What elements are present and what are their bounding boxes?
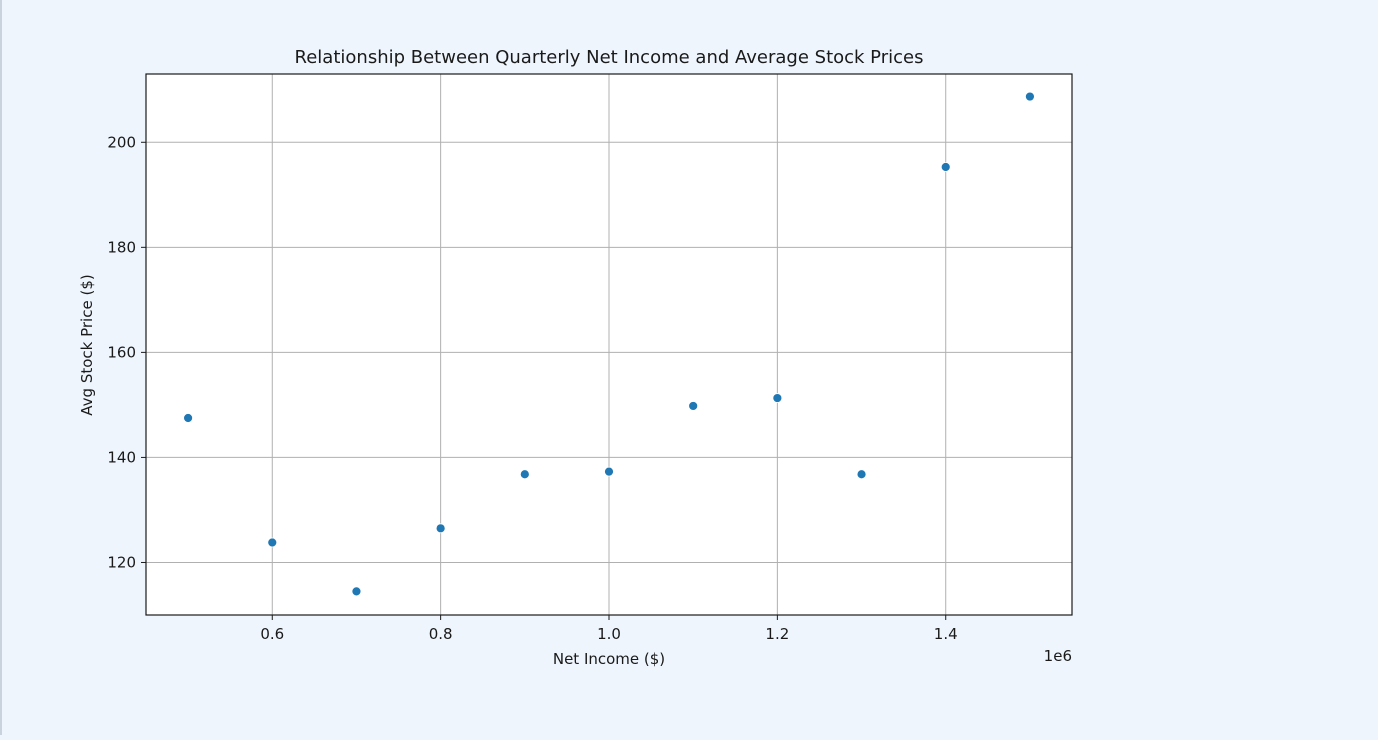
x-tick-label: 0.6 xyxy=(260,625,284,643)
chart-title: Relationship Between Quarterly Net Incom… xyxy=(295,47,924,68)
x-axis-ticks: 0.6 0.8 1.0 1.2 1.4 xyxy=(260,615,958,643)
x-tick-label: 1.0 xyxy=(597,625,621,643)
y-tick-label: 140 xyxy=(107,448,136,466)
x-tick-label: 1.4 xyxy=(934,625,958,643)
data-point xyxy=(856,469,867,480)
data-point xyxy=(183,413,193,423)
data-points xyxy=(183,91,1035,597)
data-point xyxy=(940,162,951,172)
window-edge xyxy=(0,0,2,735)
data-point xyxy=(604,466,614,477)
y-tick-label: 160 xyxy=(107,343,136,361)
data-point xyxy=(267,537,278,548)
y-axis-ticks: 120 140 160 180 200 xyxy=(107,133,146,571)
y-axis-label: Avg Stock Price ($) xyxy=(78,274,96,415)
x-tick-label: 0.8 xyxy=(429,625,453,643)
data-point xyxy=(519,469,530,480)
x-axis-label: Net Income ($) xyxy=(553,650,665,668)
data-point xyxy=(772,393,783,403)
y-tick-label: 120 xyxy=(107,553,136,571)
x-axis-offset-label: 1e6 xyxy=(1044,647,1072,665)
data-point xyxy=(351,586,362,597)
y-tick-label: 200 xyxy=(107,133,136,151)
data-point xyxy=(435,523,446,534)
data-point xyxy=(1025,91,1035,102)
y-tick-label: 180 xyxy=(107,238,136,256)
x-tick-label: 1.2 xyxy=(765,625,789,643)
grid-lines xyxy=(146,74,1072,615)
data-point xyxy=(688,401,699,411)
